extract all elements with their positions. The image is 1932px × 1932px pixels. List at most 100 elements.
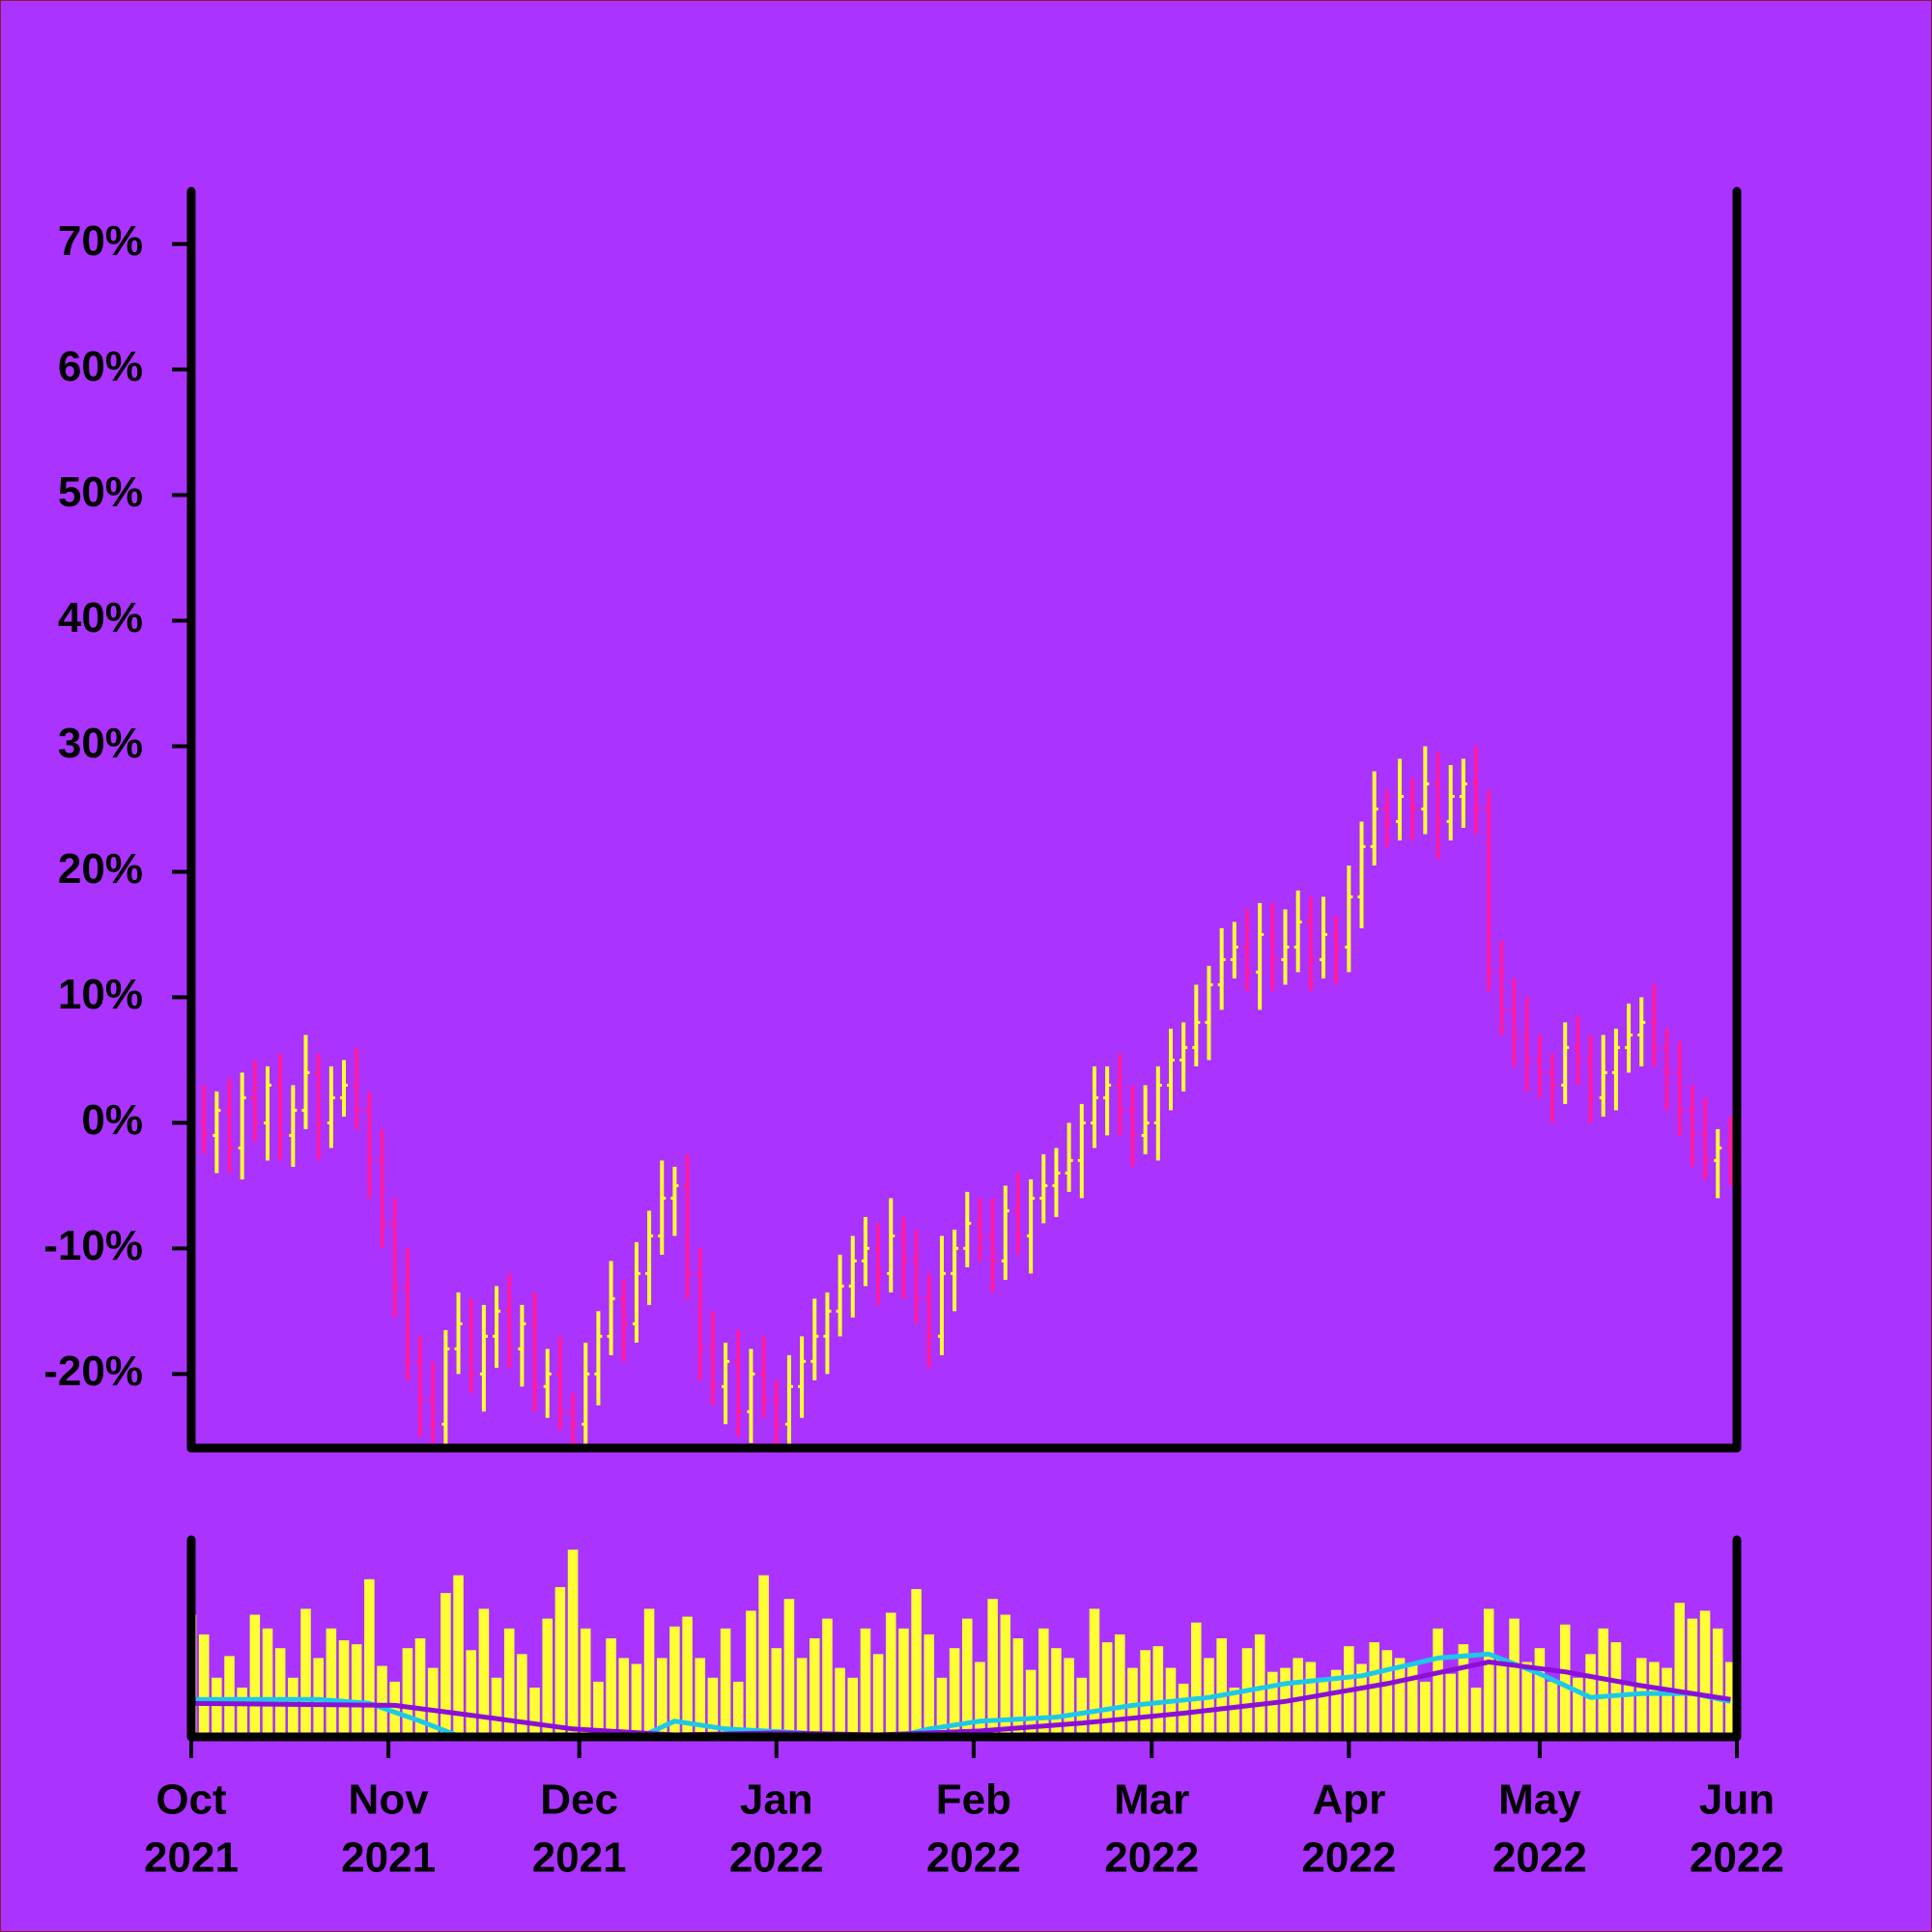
volume-bar — [1699, 1610, 1711, 1733]
x-tick-label: 2022 — [729, 1834, 824, 1882]
volume-bar — [1293, 1658, 1303, 1733]
volume-bar — [1330, 1669, 1342, 1733]
x-tick-label: Dec — [540, 1776, 618, 1824]
volume-bar — [1712, 1628, 1723, 1733]
y-tick-label: -20% — [43, 1348, 143, 1395]
x-tick-label: 2022 — [1301, 1834, 1396, 1882]
x-tick-label: Apr — [1312, 1776, 1385, 1824]
volume-bar — [720, 1628, 731, 1733]
x-tick-label: 2022 — [926, 1834, 1021, 1882]
volume-bar — [1496, 1658, 1507, 1733]
volume-bar — [783, 1599, 795, 1733]
volume-bar — [618, 1658, 630, 1733]
y-tick-label: 30% — [58, 720, 143, 767]
volume-plot — [193, 1549, 1735, 1733]
volume-bar — [1101, 1642, 1113, 1733]
volume-bar — [1559, 1624, 1571, 1733]
volume-bar — [300, 1608, 311, 1733]
volume-bar — [1420, 1681, 1431, 1733]
volume-bar — [1483, 1608, 1494, 1733]
volume-bar — [631, 1663, 642, 1733]
volume-bar — [1610, 1642, 1622, 1733]
volume-bar — [1229, 1688, 1240, 1733]
volume-bar — [1076, 1677, 1088, 1733]
volume-bar — [1000, 1614, 1011, 1733]
volume-bar — [274, 1648, 286, 1733]
volume-bar — [1687, 1618, 1698, 1733]
x-tick-label: Oct — [156, 1776, 227, 1824]
volume-bar — [732, 1681, 744, 1733]
volume-bar — [351, 1644, 362, 1733]
x-tick-label: Mar — [1114, 1776, 1189, 1824]
y-tick-label: 40% — [58, 594, 143, 641]
volume-bar — [1662, 1667, 1672, 1733]
y-tick-label: 70% — [58, 217, 143, 265]
volume-bar — [847, 1677, 859, 1733]
volume-bar — [810, 1638, 820, 1733]
y-tick-label: 20% — [58, 845, 143, 893]
volume-bar — [1585, 1654, 1596, 1733]
x-tick-label: Nov — [349, 1776, 430, 1824]
volume-bar — [338, 1640, 350, 1733]
x-tick-label: Jan — [740, 1776, 813, 1824]
volume-bar — [886, 1612, 896, 1733]
volume-bar — [1025, 1669, 1037, 1733]
volume-bar — [440, 1593, 451, 1733]
volume-bar — [962, 1618, 973, 1733]
volume-bar — [1433, 1628, 1443, 1733]
x-tick-label: May — [1498, 1776, 1581, 1824]
y-tick-label: 0% — [81, 1096, 143, 1144]
volume-bar — [212, 1677, 222, 1733]
volume-bar — [949, 1648, 960, 1733]
volume-bar — [1140, 1650, 1151, 1733]
volume-bar — [1598, 1628, 1608, 1733]
volume-bar — [669, 1626, 680, 1733]
volume-bar — [771, 1648, 782, 1733]
volume-bar — [288, 1677, 298, 1733]
volume-bar — [1318, 1677, 1329, 1733]
volume-bar — [1012, 1638, 1024, 1733]
volume-bar — [529, 1688, 540, 1733]
volume-bar — [1064, 1658, 1074, 1733]
x-tick-label: 2021 — [341, 1834, 436, 1882]
volume-bar — [1178, 1683, 1189, 1733]
volume-bar — [326, 1628, 337, 1733]
volume-bar — [402, 1648, 413, 1733]
volume-bar — [656, 1658, 668, 1733]
volume-bar — [923, 1634, 935, 1733]
volume-bar — [237, 1688, 247, 1733]
volume-bar — [224, 1656, 235, 1733]
volume-bar — [1573, 1677, 1583, 1733]
volume-bar — [746, 1610, 756, 1733]
y-tick-label: 50% — [58, 469, 143, 516]
volume-bar — [1254, 1634, 1265, 1733]
volume-bar — [1406, 1663, 1418, 1733]
volume-bar — [987, 1599, 998, 1733]
volume-bar — [593, 1681, 604, 1733]
x-tick-label: Feb — [936, 1776, 1011, 1824]
volume-bar — [517, 1654, 527, 1733]
volume-bar — [313, 1658, 324, 1733]
volume-bar — [1381, 1650, 1393, 1733]
volume-bar — [478, 1608, 490, 1733]
volume-bar — [262, 1628, 273, 1733]
volume-bar — [554, 1586, 566, 1733]
volume-bar — [377, 1665, 387, 1733]
volume-bar — [414, 1638, 426, 1733]
volume-bar — [1649, 1662, 1660, 1733]
volume-bar — [1089, 1608, 1100, 1733]
volume-bar — [682, 1616, 693, 1733]
volume-bar — [1191, 1622, 1202, 1733]
volume-bar — [542, 1618, 553, 1733]
volume-bar — [936, 1677, 948, 1733]
volume-bar — [453, 1575, 464, 1733]
y-tick-label: -10% — [43, 1222, 143, 1269]
volume-bar — [249, 1614, 261, 1733]
volume-bar — [364, 1578, 375, 1733]
volume-bar — [643, 1608, 655, 1733]
volume-bar — [872, 1654, 884, 1733]
volume-bar — [1115, 1634, 1125, 1733]
volume-bar — [580, 1628, 591, 1733]
volume-bar — [466, 1650, 476, 1733]
